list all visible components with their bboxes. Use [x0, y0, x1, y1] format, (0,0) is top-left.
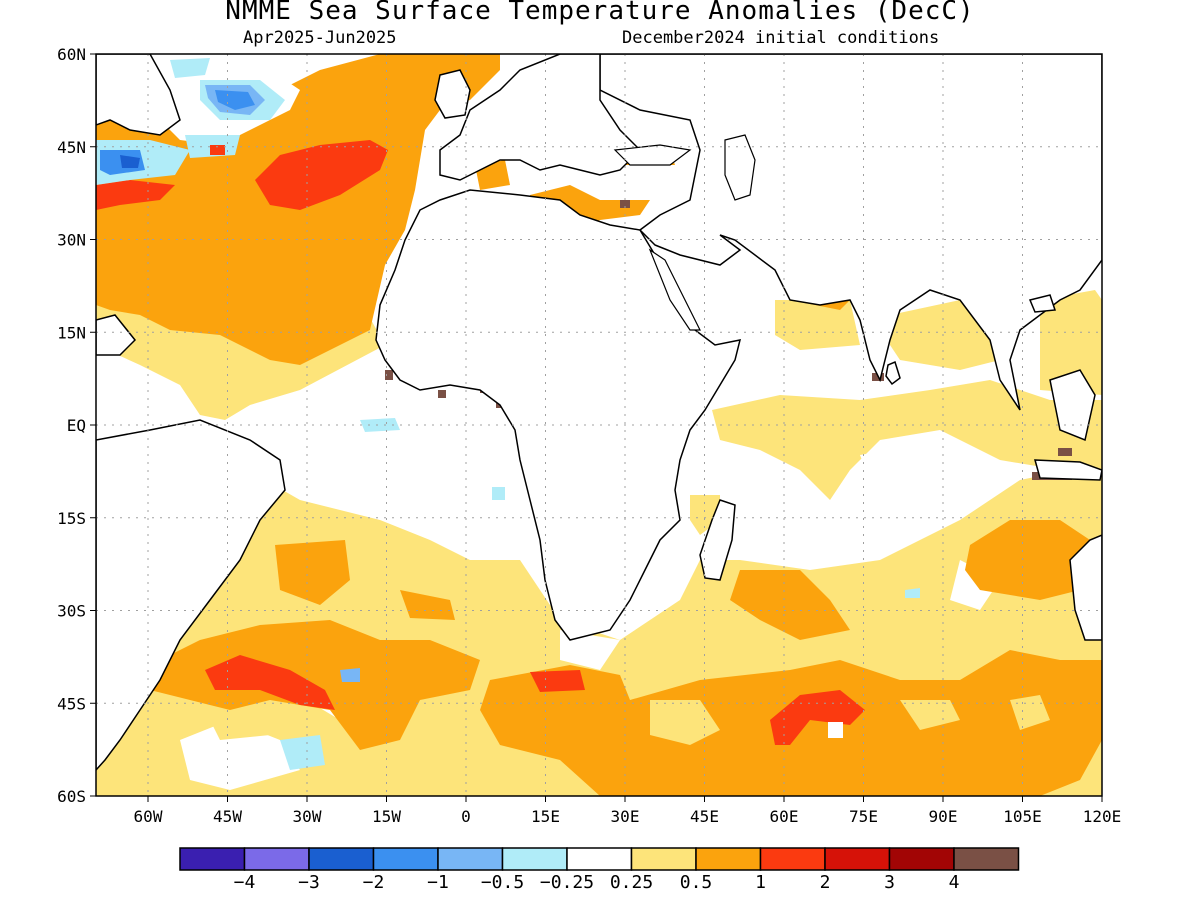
x-tick-label: 30E — [611, 807, 640, 826]
colorbar-swatch — [759, 847, 826, 871]
colorbar-swatch — [695, 847, 762, 871]
colorbar-label: 1 — [755, 872, 766, 893]
colorbar-swatch — [308, 847, 375, 871]
colorbar-swatch — [630, 847, 697, 871]
colorbar-label: −4 — [234, 872, 256, 893]
africa-landmass — [375, 189, 742, 641]
x-tick-label: 30W — [293, 807, 322, 826]
map-title: NMME Sea Surface Temperature Anomalies (… — [225, 0, 975, 26]
colorbar-swatch — [824, 847, 891, 871]
caspian-sea — [724, 134, 756, 201]
x-tick-label: 75E — [849, 807, 878, 826]
y-tick-label: EQ — [67, 416, 86, 435]
neutral-islet — [828, 722, 843, 738]
colorbar-swatch — [372, 847, 439, 871]
y-tick-label: 45S — [57, 694, 86, 713]
x-tick-label: 90E — [929, 807, 958, 826]
y-tick-label: 45N — [57, 138, 86, 157]
y-tick-label: 15S — [57, 509, 86, 528]
y-axis: 60N 45N 30N 15N EQ 15S 30S 45S 60S — [57, 45, 96, 806]
x-tick-label: 0 — [461, 807, 471, 826]
negative-anomalies — [96, 55, 920, 770]
colorbar-label: 2 — [820, 872, 831, 893]
initial-conditions: December2024 initial conditions — [622, 28, 940, 48]
x-tick-label: 60E — [770, 807, 799, 826]
x-tick-label: 15E — [531, 807, 560, 826]
x-tick-label: 45E — [690, 807, 719, 826]
black-sea — [613, 144, 692, 166]
colorbar-swatch — [566, 847, 633, 871]
colorbar-swatch — [501, 847, 568, 871]
north-america-coast — [96, 54, 181, 136]
colorbar: −4 −3 −2 −1 −0.5 −0.25 0.25 0.5 1 2 3 4 — [179, 847, 1020, 893]
x-tick-label: 105E — [1003, 807, 1042, 826]
colorbar-label: −1 — [427, 872, 449, 893]
red-sea — [648, 248, 701, 331]
x-axis: 60W 45W 30W 15W 0 15E 30E 45E 60E 75E 90E 105E 120E — [134, 796, 1122, 826]
x-tick-label: 15W — [372, 807, 401, 826]
colorbar-label: 3 — [884, 872, 895, 893]
x-tick-label: 45W — [213, 807, 242, 826]
colorbar-swatch — [179, 847, 246, 871]
colorbar-label: −0.5 — [481, 872, 524, 893]
europe — [439, 54, 642, 181]
colorbar-swatch — [953, 847, 1020, 871]
x-tick-label: 120E — [1083, 807, 1122, 826]
colorbar-label: 0.5 — [680, 872, 713, 893]
colorbar-swatch — [888, 847, 955, 871]
colorbar-label: −0.25 — [540, 872, 594, 893]
anomaly-field — [96, 54, 1102, 796]
y-tick-label: 15N — [57, 323, 86, 342]
y-tick-label: 30N — [57, 231, 86, 250]
colorbar-label: 0.25 — [610, 872, 653, 893]
colorbar-label: −2 — [363, 872, 385, 893]
australia — [1069, 534, 1102, 641]
central-america — [96, 314, 137, 356]
madagascar — [699, 499, 736, 581]
y-tick-label: 60S — [57, 787, 86, 806]
colorbar-swatch — [243, 847, 310, 871]
forecast-period: Apr2025-Jun2025 — [243, 28, 397, 48]
britain — [434, 69, 471, 119]
y-tick-label: 30S — [57, 602, 86, 621]
y-tick-label: 60N — [57, 45, 86, 64]
x-tick-label: 60W — [134, 807, 163, 826]
colorbar-label: 4 — [949, 872, 960, 893]
colorbar-swatch — [437, 847, 504, 871]
south-america — [96, 419, 286, 772]
colorbar-label: −3 — [298, 872, 320, 893]
